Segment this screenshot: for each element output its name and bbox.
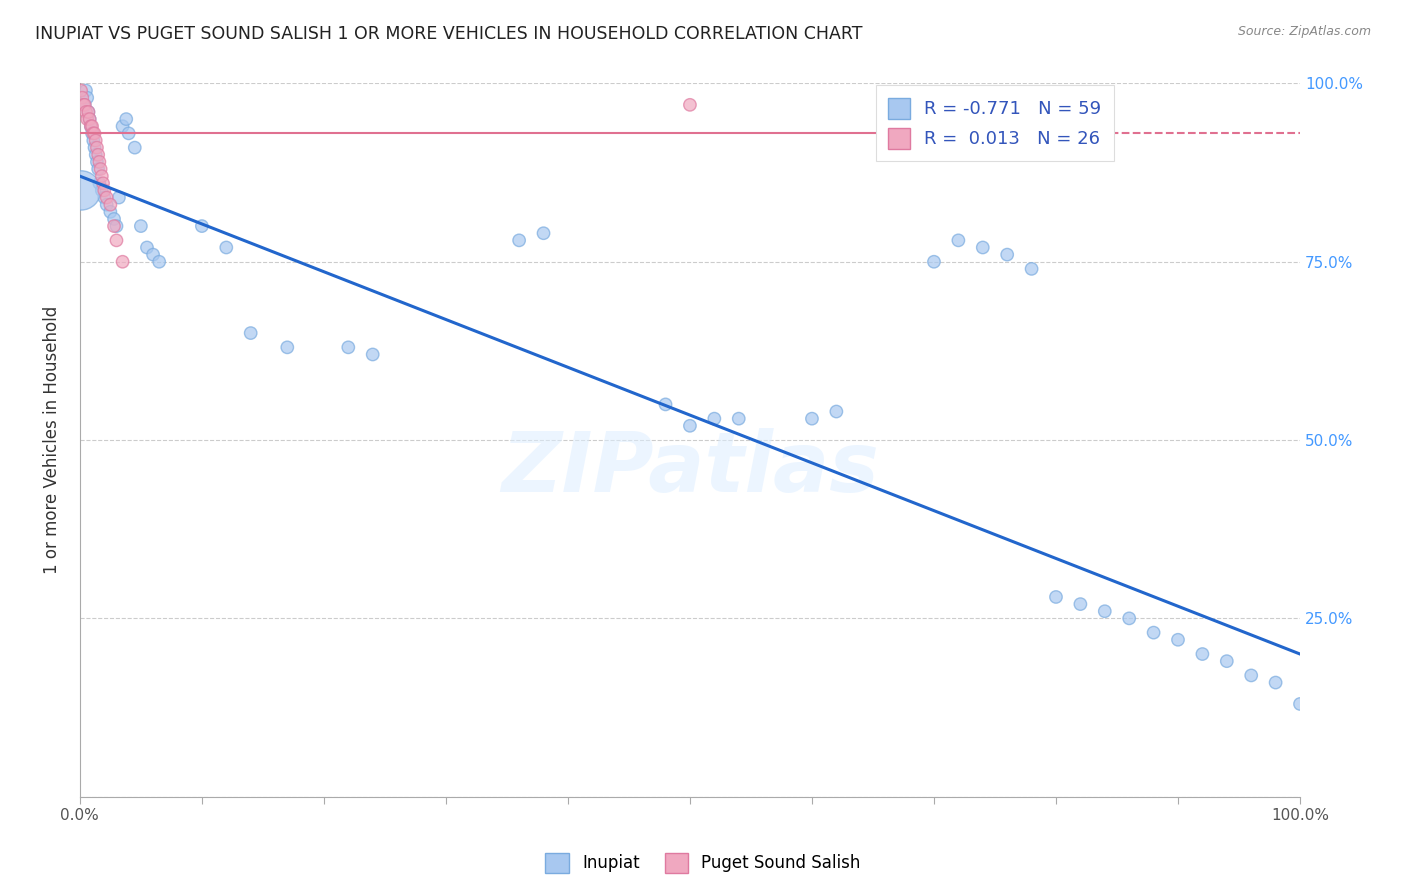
Point: [136, 240, 159, 254]
Point: [86, 141, 108, 155]
Point: [118, 127, 141, 141]
Point: [77, 105, 100, 120]
Point: [1240, 668, 1263, 682]
Point: [1094, 604, 1116, 618]
Point: [83, 141, 105, 155]
Point: [105, 233, 128, 247]
Point: [142, 247, 165, 261]
Point: [70, 84, 93, 98]
Legend: Inupiat, Puget Sound Salish: Inupiat, Puget Sound Salish: [538, 847, 868, 880]
Point: [105, 219, 128, 233]
Point: [995, 247, 1018, 261]
Point: [93, 183, 115, 197]
Point: [87, 148, 110, 162]
Text: ZIPatlas: ZIPatlas: [501, 428, 879, 509]
Point: [825, 404, 848, 418]
Point: [1289, 697, 1312, 711]
Point: [96, 197, 118, 211]
Point: [79, 112, 101, 127]
Point: [124, 141, 146, 155]
Point: [100, 204, 122, 219]
Point: [76, 112, 98, 127]
Point: [148, 254, 170, 268]
Point: [91, 176, 114, 190]
Point: [679, 418, 702, 433]
Point: [80, 120, 103, 134]
Text: Source: ZipAtlas.com: Source: ZipAtlas.com: [1237, 25, 1371, 38]
Point: [533, 226, 555, 240]
Point: [70, 183, 93, 197]
Point: [84, 148, 107, 162]
Point: [1167, 632, 1189, 647]
Point: [115, 112, 138, 127]
Point: [80, 120, 103, 134]
Point: [679, 98, 702, 112]
Point: [96, 190, 118, 204]
Point: [82, 127, 104, 141]
Point: [72, 91, 94, 105]
Point: [129, 219, 152, 233]
Point: [215, 240, 238, 254]
Point: [75, 84, 97, 98]
Point: [86, 154, 108, 169]
Point: [84, 134, 107, 148]
Point: [111, 120, 134, 134]
Point: [82, 134, 104, 148]
Point: [727, 411, 749, 425]
Point: [948, 233, 970, 247]
Point: [1069, 597, 1091, 611]
Point: [972, 240, 994, 254]
Legend: R = -0.771   N = 59, R =  0.013   N = 26: R = -0.771 N = 59, R = 0.013 N = 26: [876, 86, 1114, 161]
Point: [80, 120, 103, 134]
Point: [90, 183, 112, 197]
Point: [1216, 654, 1239, 668]
Text: INUPIAT VS PUGET SOUND SALISH 1 OR MORE VEHICLES IN HOUSEHOLD CORRELATION CHART: INUPIAT VS PUGET SOUND SALISH 1 OR MORE …: [35, 25, 863, 43]
Point: [73, 98, 96, 112]
Point: [654, 397, 676, 411]
Point: [1264, 675, 1286, 690]
Point: [1045, 590, 1067, 604]
Y-axis label: 1 or more Vehicles in Household: 1 or more Vehicles in Household: [44, 306, 60, 574]
Point: [90, 161, 112, 176]
Point: [922, 254, 945, 268]
Point: [89, 154, 111, 169]
Point: [76, 91, 98, 105]
Point: [1142, 625, 1164, 640]
Point: [1191, 647, 1213, 661]
Point: [83, 127, 105, 141]
Point: [508, 233, 530, 247]
Point: [703, 411, 725, 425]
Point: [79, 112, 101, 127]
Point: [239, 326, 262, 340]
Point: [77, 105, 100, 120]
Point: [337, 340, 360, 354]
Point: [90, 169, 112, 183]
Point: [80, 127, 103, 141]
Point: [111, 254, 134, 268]
Point: [108, 190, 131, 204]
Point: [1021, 261, 1043, 276]
Point: [1118, 611, 1140, 625]
Point: [800, 411, 823, 425]
Point: [73, 98, 96, 112]
Point: [103, 219, 125, 233]
Point: [87, 161, 110, 176]
Point: [191, 219, 214, 233]
Point: [72, 98, 94, 112]
Point: [89, 176, 111, 190]
Point: [75, 105, 97, 120]
Point: [93, 190, 115, 204]
Point: [361, 347, 384, 361]
Point: [100, 197, 122, 211]
Point: [103, 211, 125, 226]
Point: [276, 340, 298, 354]
